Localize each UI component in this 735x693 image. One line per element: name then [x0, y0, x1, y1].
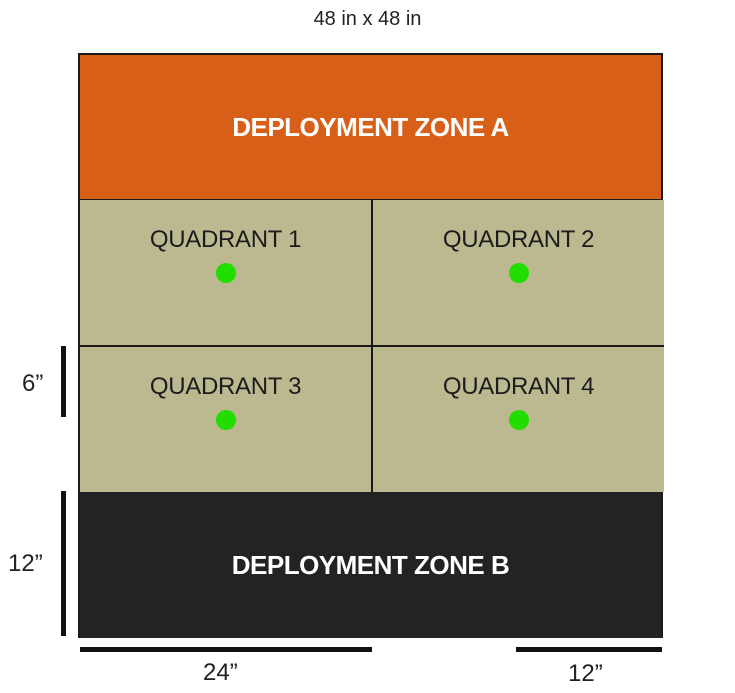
deployment-zone-b: DEPLOYMENT ZONE B: [80, 492, 661, 638]
deployment-zone-b-label: DEPLOYMENT ZONE B: [231, 549, 510, 580]
quadrant-4: QUADRANT 4: [372, 346, 664, 492]
objective-marker-3: [216, 410, 236, 430]
quadrant-4-label: QUADRANT 4: [442, 373, 595, 400]
six-inch-label: 6”: [22, 370, 44, 397]
twenty-four-inch-scale-bar: [80, 647, 372, 652]
quadrant-3-label: QUADRANT 3: [149, 373, 302, 400]
deployment-zone-a: DEPLOYMENT ZONE A: [80, 55, 661, 200]
objective-marker-4: [509, 410, 529, 430]
quadrant-3: QUADRANT 3: [80, 346, 372, 492]
deployment-zone-a-label: DEPLOYMENT ZONE A: [232, 111, 509, 142]
twelve-inch-horizontal-scale-bar: [516, 647, 662, 652]
quadrant-2-label: QUADRANT 2: [442, 226, 595, 253]
objective-marker-2: [509, 263, 529, 283]
quadrant-2: QUADRANT 2: [372, 200, 664, 346]
quadrant-1-label: QUADRANT 1: [149, 226, 302, 253]
six-inch-scale-bar: [61, 346, 66, 417]
objective-marker-1: [216, 263, 236, 283]
twelve-inch-left-label: 12”: [8, 550, 43, 577]
board-size-title: 48 in x 48 in: [313, 8, 422, 30]
quadrant-1: QUADRANT 1: [80, 200, 372, 346]
game-board: DEPLOYMENT ZONE A QUADRANT 1 QUADRANT 2 …: [78, 53, 664, 638]
twelve-inch-vertical-scale-bar: [61, 491, 66, 636]
twelve-inch-bottom-label: 12”: [568, 660, 603, 687]
twenty-four-inch-label: 24”: [203, 659, 238, 686]
